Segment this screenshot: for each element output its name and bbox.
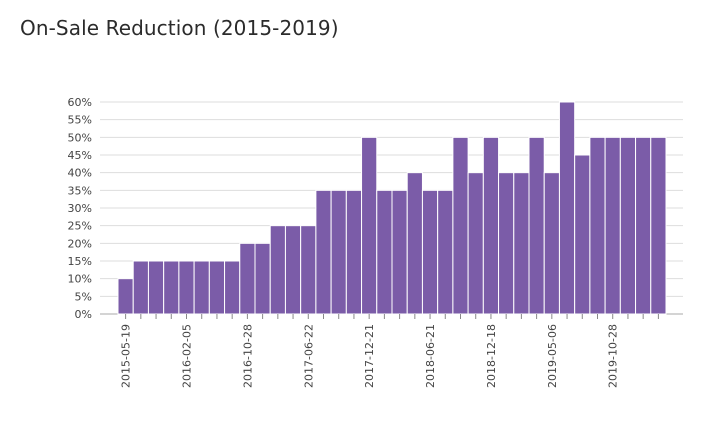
y-tick-label: 0%	[75, 308, 92, 321]
y-axis: 0% 5% 10% 15% 20% 25% 30% 35% 40% 45% 50% 55% 60%	[68, 96, 92, 321]
bar	[330, 189, 347, 315]
bar	[619, 136, 637, 315]
bar	[650, 136, 667, 315]
bar	[604, 136, 621, 315]
bar	[239, 242, 256, 315]
bar	[178, 260, 195, 315]
bar	[345, 189, 363, 315]
y-tick-label: 45%	[68, 149, 92, 162]
bar	[452, 136, 469, 315]
x-tick-label: 2018-12-18	[485, 324, 498, 388]
bar	[406, 172, 423, 315]
x-tick-label: 2016-10-28	[241, 324, 254, 388]
bar	[421, 189, 439, 315]
bar	[269, 225, 286, 315]
y-tick-label: 35%	[68, 184, 92, 197]
bar	[254, 242, 271, 315]
x-tick-label: 2017-12-21	[363, 324, 376, 388]
y-tick-label: 15%	[68, 255, 92, 268]
bar	[558, 101, 576, 315]
y-tick-label: 55%	[68, 114, 92, 127]
bar	[361, 136, 378, 315]
bar	[376, 189, 393, 315]
x-axis: 2015-05-19 2016-02-05 2016-10-28 2017-06-22…	[120, 314, 659, 388]
bar	[391, 189, 408, 315]
bar	[132, 260, 149, 315]
bar	[528, 136, 545, 315]
x-tick-label: 2018-06-21	[424, 324, 437, 388]
x-tick-label: 2016-02-05	[181, 324, 194, 388]
y-tick-label: 60%	[68, 96, 92, 109]
bar	[284, 225, 302, 315]
bar	[482, 136, 500, 315]
y-tick-label: 40%	[68, 167, 92, 180]
bar	[498, 172, 515, 315]
bar	[635, 136, 652, 315]
bar	[589, 136, 606, 315]
y-tick-label: 30%	[68, 202, 92, 215]
bar	[300, 225, 317, 315]
y-tick-label: 50%	[68, 131, 92, 144]
y-tick-label: 20%	[68, 237, 92, 250]
bar	[117, 278, 134, 315]
bar	[437, 189, 454, 315]
bar	[147, 260, 165, 315]
bar	[574, 154, 591, 315]
bar	[467, 172, 484, 315]
bar	[513, 172, 530, 315]
bar	[315, 189, 332, 315]
bar	[208, 260, 226, 315]
bar	[193, 260, 210, 315]
y-tick-label: 10%	[68, 273, 92, 286]
bar	[543, 172, 560, 315]
bars	[117, 101, 667, 315]
chart-title: On-Sale Reduction (2015-2019)	[20, 16, 339, 40]
bar	[163, 260, 180, 315]
x-tick-label: 2019-05-06	[546, 324, 559, 388]
x-tick-label: 2019-10-28	[607, 324, 620, 388]
y-tick-label: 5%	[75, 290, 92, 303]
bar	[224, 260, 241, 315]
x-tick-label: 2015-05-19	[120, 324, 133, 388]
x-tick-label: 2017-06-22	[302, 324, 315, 388]
y-tick-label: 25%	[68, 220, 92, 233]
